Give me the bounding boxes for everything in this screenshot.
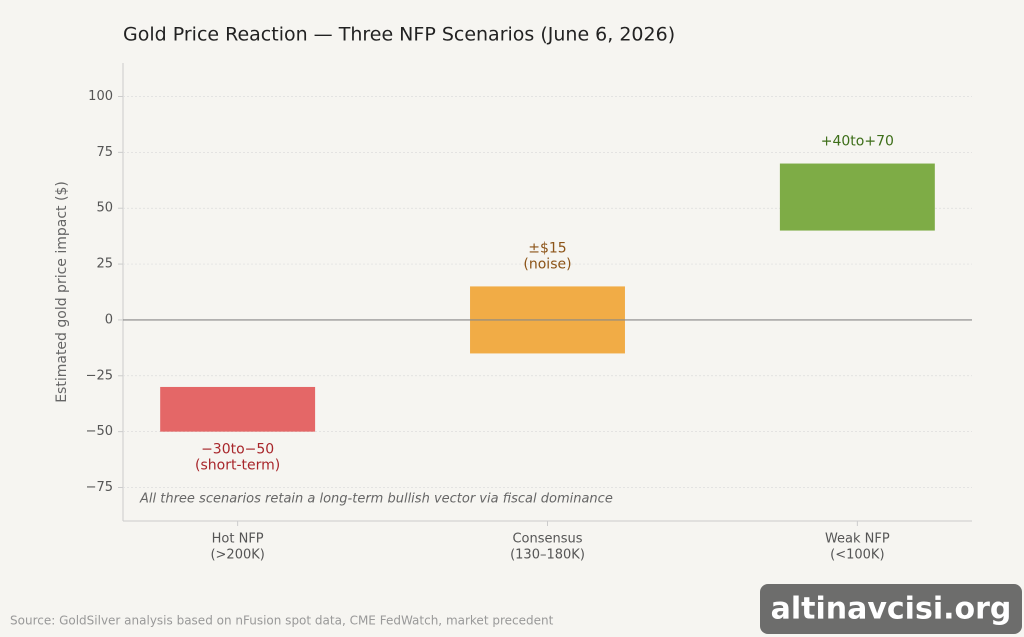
source: Source: GoldSilver analysis based on nFu… xyxy=(10,614,554,628)
chart-title: Gold Price Reaction — Three NFP Scenario… xyxy=(123,24,675,46)
y-tick-label: 0 xyxy=(105,312,113,327)
y-tick-label: −50 xyxy=(86,424,113,439)
y-tick-label: −75 xyxy=(86,480,113,495)
y-tick-label: 25 xyxy=(96,257,113,272)
x-tick-label: (>200K) xyxy=(210,548,264,563)
x-tick-label: Hot NFP xyxy=(212,532,264,547)
value-label: (short-term) xyxy=(195,458,280,474)
x-tick-label: (<100K) xyxy=(830,548,884,563)
value-label: +40to+70 xyxy=(821,134,894,150)
y-axis-label: Estimated gold price impact ($) xyxy=(54,181,70,403)
annotation: All three scenarios retain a long-term b… xyxy=(139,492,613,507)
bar xyxy=(160,386,316,432)
y-tick-label: 100 xyxy=(88,89,113,104)
y-tick-label: −25 xyxy=(86,368,113,383)
value-label: −30to−50 xyxy=(201,442,274,458)
x-tick-label: Consensus xyxy=(512,532,582,547)
y-tick-label: 75 xyxy=(96,145,113,160)
watermark: altinavcisi.org xyxy=(771,592,1012,627)
value-label: ±$15 xyxy=(528,240,566,256)
value-label: (noise) xyxy=(523,256,571,272)
watermark-box xyxy=(760,584,1022,634)
x-tick-label: Weak NFP xyxy=(825,532,890,547)
y-tick-label: 50 xyxy=(96,201,113,216)
x-tick-label: (130–180K) xyxy=(510,548,585,563)
bar xyxy=(779,163,935,231)
